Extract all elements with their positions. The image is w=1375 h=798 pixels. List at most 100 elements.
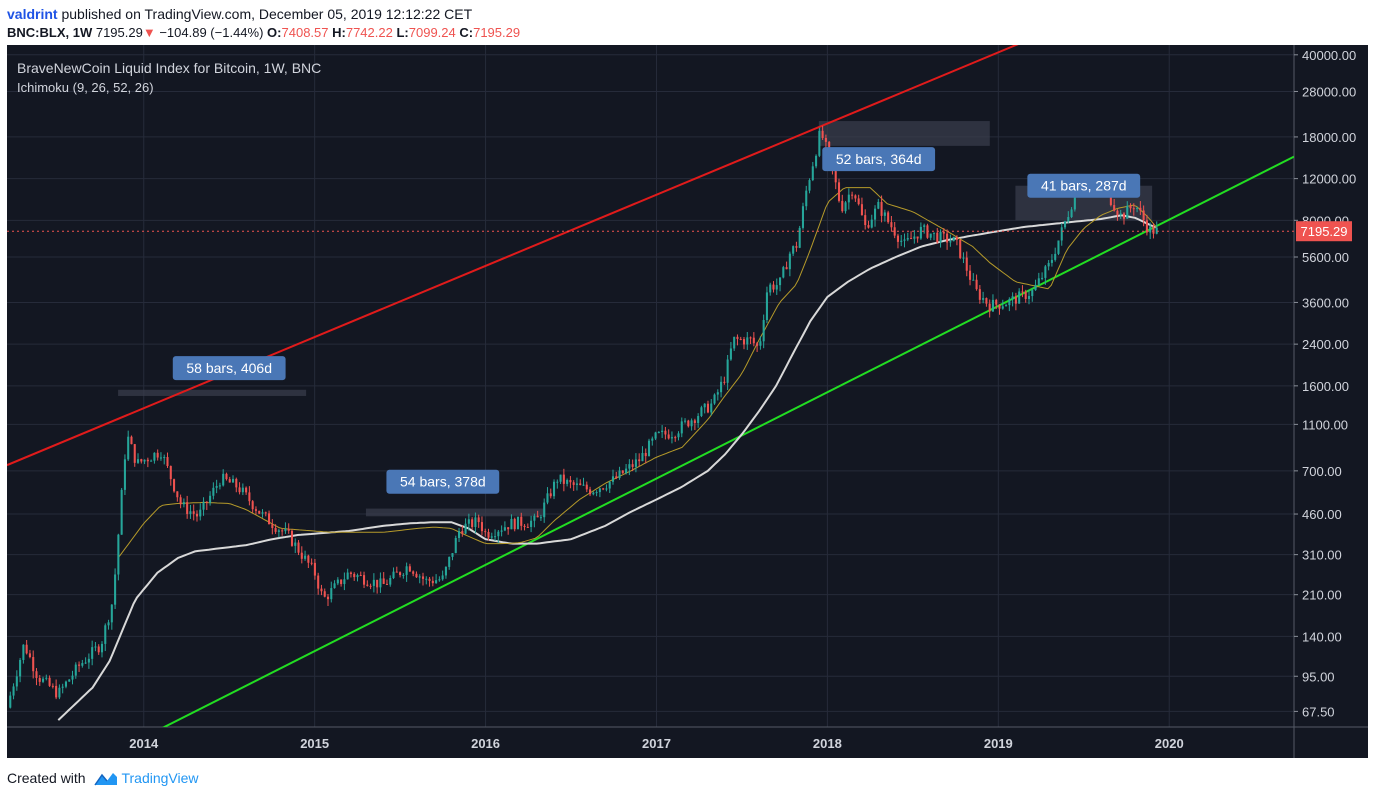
candle-body — [1008, 299, 1011, 306]
candle-body — [9, 695, 12, 708]
y-tick-label: 18000.00 — [1302, 130, 1356, 145]
candle-body — [35, 671, 38, 679]
candle-body — [1139, 207, 1142, 211]
candle-body — [1031, 290, 1034, 297]
candle-body — [985, 298, 988, 304]
candle-body — [664, 430, 667, 435]
candle-body — [78, 664, 81, 666]
candle-body — [811, 166, 814, 181]
candle-body — [487, 531, 490, 538]
slow-indicator-line — [57, 214, 1157, 721]
candle-body — [582, 484, 585, 486]
candle-body — [133, 444, 136, 463]
candle-body — [1063, 221, 1067, 228]
candle-body — [320, 588, 323, 592]
y-tick-label: 310.00 — [1302, 548, 1342, 563]
candle-body — [28, 653, 31, 658]
candle-body — [369, 585, 372, 587]
candle-body — [156, 452, 159, 458]
candle-body — [1070, 209, 1073, 218]
candle-body — [228, 479, 231, 483]
candle-body — [526, 526, 529, 528]
candle-body — [729, 348, 732, 360]
candle-body — [569, 479, 572, 483]
candle-body — [340, 579, 343, 585]
candle-body — [995, 299, 998, 305]
candle-body — [45, 677, 48, 679]
candle-body — [444, 566, 447, 576]
candle-body — [1073, 193, 1076, 210]
candle-body — [1027, 296, 1031, 299]
candle-body — [1136, 207, 1139, 209]
candle-body — [412, 571, 415, 574]
candle-body — [392, 571, 395, 579]
candle-body — [552, 481, 556, 497]
candle-body — [628, 464, 631, 469]
candle-body — [549, 493, 552, 497]
candle-body — [530, 520, 533, 527]
candle-body — [218, 485, 221, 487]
candle-body — [710, 403, 713, 413]
candle-body — [546, 493, 549, 503]
candle-body — [759, 341, 762, 346]
support-trendline — [162, 155, 1294, 727]
candle-body — [195, 513, 199, 517]
candle-body — [395, 571, 398, 573]
candle-body — [513, 518, 516, 530]
candle-body — [326, 596, 330, 600]
last-value: 7195.29 — [95, 25, 143, 40]
candle-body — [254, 509, 257, 511]
candle-body — [61, 686, 64, 688]
candle-body — [792, 246, 795, 254]
symbol-info: BNC:BLX, 1W 7195.29▼ −104.89 (−1.44%) O:… — [7, 25, 520, 40]
candle-body — [1129, 205, 1132, 209]
candle-body — [284, 528, 287, 532]
candle-body — [477, 517, 480, 523]
candle-body — [258, 510, 261, 514]
candle-body — [38, 678, 41, 682]
candle-body — [261, 512, 264, 514]
candle-body — [58, 687, 61, 698]
price-chart[interactable]: 58 bars, 406d 54 bars, 378d 52 bars, 364d 4… — [7, 45, 1368, 758]
candle-body — [441, 575, 444, 580]
candle-body — [713, 394, 716, 404]
candle-body — [523, 525, 526, 527]
candle-body — [1149, 226, 1152, 233]
candle-body — [801, 206, 805, 228]
candle-body — [271, 524, 274, 529]
indicator-label[interactable]: Ichimoku (9, 26, 52, 26) — [17, 80, 154, 95]
candle-body — [22, 644, 25, 660]
open-label: O: — [267, 25, 282, 40]
candle-body — [651, 438, 654, 441]
candle-body — [752, 337, 755, 344]
tradingview-link[interactable]: TradingView — [121, 770, 199, 786]
symbol[interactable]: BNC:BLX, 1W — [7, 25, 93, 40]
candle-body — [41, 678, 45, 682]
candle-body — [277, 530, 280, 532]
candle-body — [1126, 205, 1129, 219]
candle-body — [107, 622, 110, 626]
author-link[interactable]: valdrint — [7, 6, 58, 22]
y-tick-label: 12000.00 — [1302, 172, 1356, 187]
candle-body — [353, 573, 356, 578]
candle-body — [680, 421, 683, 434]
candle-body — [779, 277, 782, 286]
candle-body — [490, 536, 493, 538]
candle-body — [349, 572, 352, 574]
candle-body — [461, 531, 464, 534]
high-value: 7742.22 — [345, 25, 393, 40]
candle-body — [1024, 291, 1027, 299]
chart-panel[interactable]: 58 bars, 406d 54 bars, 378d 52 bars, 364d 4… — [7, 45, 1368, 758]
candle-body — [539, 517, 542, 519]
candle-body — [189, 511, 192, 514]
candle-body — [952, 236, 955, 242]
candle-body — [598, 488, 601, 493]
candle-body — [336, 579, 339, 584]
candle-body — [697, 416, 700, 423]
candle-body — [644, 452, 647, 457]
candle-body — [159, 457, 162, 459]
candle-body — [274, 528, 277, 532]
footer: Created with TradingView — [7, 770, 199, 787]
y-tick-label: 1100.00 — [1302, 417, 1348, 432]
range-box — [818, 121, 990, 146]
